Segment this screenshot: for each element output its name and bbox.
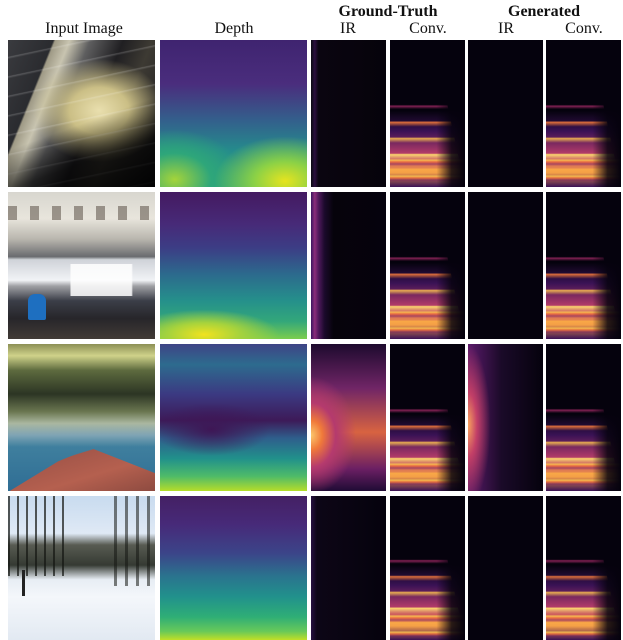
input-image-stairwell — [8, 40, 155, 187]
gen-conv-spectrogram-snowy-forest-road — [546, 496, 621, 640]
depth-map-concert-hall — [160, 192, 307, 339]
header-depth: Depth — [214, 20, 254, 37]
gt-ir-spectrogram-stairwell — [311, 40, 386, 187]
gen-ir-spectrogram-indoor-arena — [468, 344, 543, 491]
gt-conv-spectrogram-snowy-forest-road — [390, 496, 465, 640]
gen-ir-spectrogram-snowy-forest-road — [468, 496, 543, 640]
gt-ir-spectrogram-concert-hall — [311, 192, 386, 339]
gt-conv-spectrogram-indoor-arena — [390, 344, 465, 491]
gen-conv-spectrogram-indoor-arena — [546, 344, 621, 491]
header-gt-conv: Conv. — [409, 20, 447, 37]
depth-map-indoor-arena — [160, 344, 307, 491]
gt-conv-spectrogram-stairwell — [390, 40, 465, 187]
input-image-concert-hall — [8, 192, 155, 339]
header-generated: Generated — [508, 3, 580, 20]
header-gen-ir: IR — [498, 20, 514, 37]
depth-map-stairwell — [160, 40, 307, 187]
header-gen-conv: Conv. — [565, 20, 603, 37]
header-ground-truth: Ground-Truth — [338, 3, 438, 20]
input-image-snowy-forest-road — [8, 496, 155, 640]
depth-map-snowy-forest-road — [160, 496, 307, 640]
gen-conv-spectrogram-stairwell — [546, 40, 621, 187]
header-input-image: Input Image — [45, 20, 123, 37]
gen-ir-spectrogram-stairwell — [468, 40, 543, 187]
gt-ir-spectrogram-snowy-forest-road — [311, 496, 386, 640]
gt-ir-spectrogram-indoor-arena — [311, 344, 386, 491]
header-gt-ir: IR — [340, 20, 356, 37]
input-image-indoor-arena — [8, 344, 155, 491]
gt-conv-spectrogram-concert-hall — [390, 192, 465, 339]
gen-conv-spectrogram-concert-hall — [546, 192, 621, 339]
gen-ir-spectrogram-concert-hall — [468, 192, 543, 339]
